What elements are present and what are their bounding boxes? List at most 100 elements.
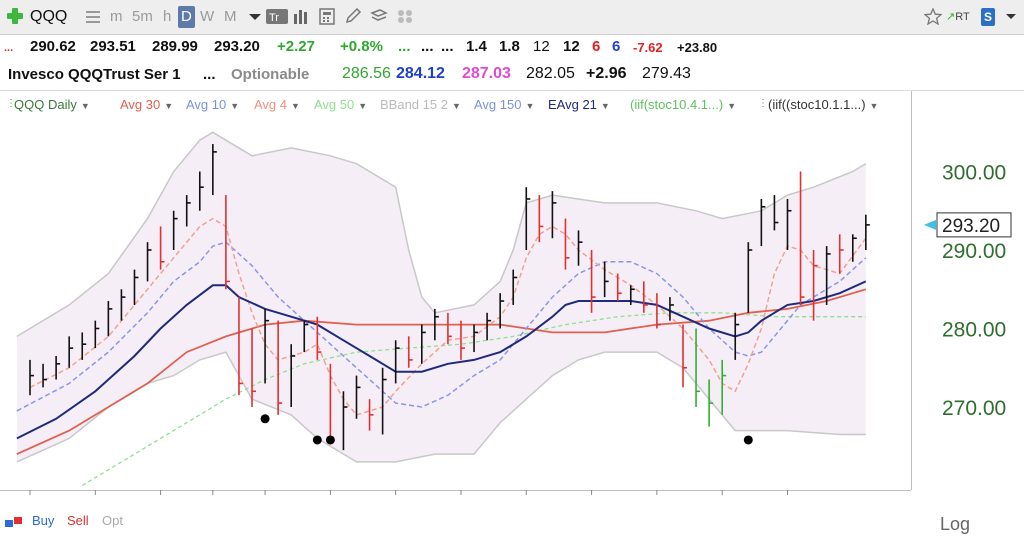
rt-label: RT [955,11,970,23]
quote-row-1: ... 290.62 293.51 289.99 293.20 +2.27 +0… [0,34,1024,60]
quote-dots-3: ... [441,38,454,55]
legend-item-avg50[interactable]: Avg 50 ▼ [314,97,367,112]
study-legend: ⋮ QQQ Daily ▼ Avg 30 ▼ Avg 10 ▼ Avg 4 ▼ Avg … [0,94,1024,116]
legend-handle-icon: ⋮ [6,98,16,109]
period-button-mo[interactable]: M [224,8,237,25]
eavg21-line [16,280,867,440]
quote-v4: 12 [563,38,580,55]
legend-label: Avg 50 [314,97,355,112]
quote-high: 293.51 [90,38,136,55]
legend-label: BBand 15 2 [380,97,448,112]
log-scale-toggle[interactable]: Log [940,514,971,534]
rt-indicator[interactable]: ↗RT [946,6,970,28]
bottom-strip: Buy Sell Opt Log [0,500,1024,552]
buy-sell-icon[interactable] [4,516,24,528]
y-tick-label: 290.00 [942,240,1006,263]
legend-label: QQQ Daily [14,97,77,112]
quote-v8: +23.80 [677,40,718,55]
signal-dot [325,435,335,445]
opt-button[interactable]: Opt [102,513,123,528]
dropdown-arrow-icon[interactable] [246,8,264,25]
symbol-label[interactable]: QQQ [30,8,68,25]
buy-button[interactable]: Buy [32,513,55,528]
header-divider [0,90,1024,91]
legend-item-bband[interactable]: BBand 15 2 ▼ [380,97,461,112]
legend-label: (iif((stoc10.1.1...) [768,97,866,112]
legend-item-avg4[interactable]: Avg 4 ▼ [254,97,300,112]
period-button-w[interactable]: W [200,8,215,25]
quote-lead: ... [4,42,14,54]
y-tick-label: 270.00 [942,397,1006,420]
toolbar: QQQ m 5m h D W M Tr ↗RT S [0,0,1024,35]
s-button[interactable]: S [981,8,996,26]
quote2-q2: 284.12 [396,65,445,82]
legend-dropdown-icon: ▼ [164,101,174,111]
last-price-label: 293.20 [942,216,1000,237]
price-chart[interactable]: 270.00280.00290.00300.00293.201724318142… [0,91,1024,500]
rt-arrow-icon: ↗ [946,11,956,23]
star-icon[interactable] [924,8,942,25]
last-price-arrow [924,219,936,230]
legend-dropdown-icon: ▼ [291,101,300,111]
legend-item-qqq-daily[interactable]: QQQ Daily ▼ [14,97,90,112]
signal-dot [260,414,270,424]
quote-change-pct: +0.8% [340,38,383,55]
period-button-5m[interactable]: 5m [132,8,153,25]
quote-v3: 12 [533,38,550,55]
shapes-icon[interactable] [396,8,414,25]
signal-dot [312,435,322,445]
legend-item-stoc-green[interactable]: (iif(stoc10.4.1...) ▼ [630,97,736,112]
quote-v5: 6 [592,38,601,55]
legend-dropdown-icon: ▼ [525,101,535,111]
quote-v7: -7.62 [633,40,663,55]
bar-chart-icon[interactable] [292,8,310,25]
quote2-q6: 279.43 [642,65,691,82]
legend-label: EAvg 21 [548,97,597,112]
svg-text:Tr: Tr [269,12,279,24]
legend-label: (iif(stoc10.4.1...) [630,97,724,112]
quote-v1: 1.4 [466,38,487,55]
period-button-d[interactable]: D [178,6,195,28]
text-tool-icon[interactable]: Tr [266,8,288,25]
period-button-m[interactable]: m [110,8,123,25]
quote-row-2: Invesco QQQTrust Ser 1 ... Optionable 28… [0,62,1024,88]
sell-button[interactable]: Sell [67,513,89,528]
quote2-q5: +2.96 [586,65,627,82]
quote-change: +2.27 [277,38,315,55]
legend-item-avg30[interactable]: Avg 30 ▼ [120,97,173,112]
quote2-q4: 282.05 [526,65,575,82]
layers-icon[interactable] [370,8,388,25]
last-price-box [936,212,1012,238]
security-name-dots: ... [203,66,216,83]
legend-dropdown-icon: ▼ [727,101,737,111]
bband-fill [16,132,866,462]
legend-item-eavg21[interactable]: EAvg 21 ▼ [548,97,610,112]
quote2-q1: 286.56 [342,65,391,82]
list-icon[interactable] [84,8,102,26]
quote-open: 290.62 [30,38,76,55]
legend-dropdown-icon: ▼ [600,101,610,111]
legend-dropdown-icon: ▼ [451,101,461,111]
legend-dropdown-icon: ▼ [230,101,240,111]
quote-dots-2: ... [421,38,434,55]
legend-label: Avg 30 [120,97,161,112]
quote-v6: 6 [612,38,621,55]
legend-dropdown-icon: ▼ [358,101,368,111]
dropdown-arrow-icon[interactable] [1002,8,1020,25]
legend-item-avg10[interactable]: Avg 10 ▼ [186,97,239,112]
quote-v2: 1.8 [499,38,520,55]
legend-dropdown-icon: ▼ [80,101,90,111]
quote-low: 289.99 [152,38,198,55]
quote-dots-1: ... [398,38,411,55]
legend-item-stoc-black[interactable]: (iif((stoc10.1.1...) ▼ [768,97,878,112]
pencil-icon[interactable] [344,8,362,25]
y-tick-label: 280.00 [942,319,1006,342]
period-button-h[interactable]: h [163,8,172,25]
optionable-label: Optionable [231,66,310,83]
legend-handle-icon: ⋮ [758,98,768,109]
legend-dropdown-icon: ▼ [869,101,879,111]
legend-item-avg150[interactable]: Avg 150 ▼ [474,97,534,112]
calculator-icon[interactable] [318,8,336,25]
add-symbol-icon[interactable] [6,7,24,25]
